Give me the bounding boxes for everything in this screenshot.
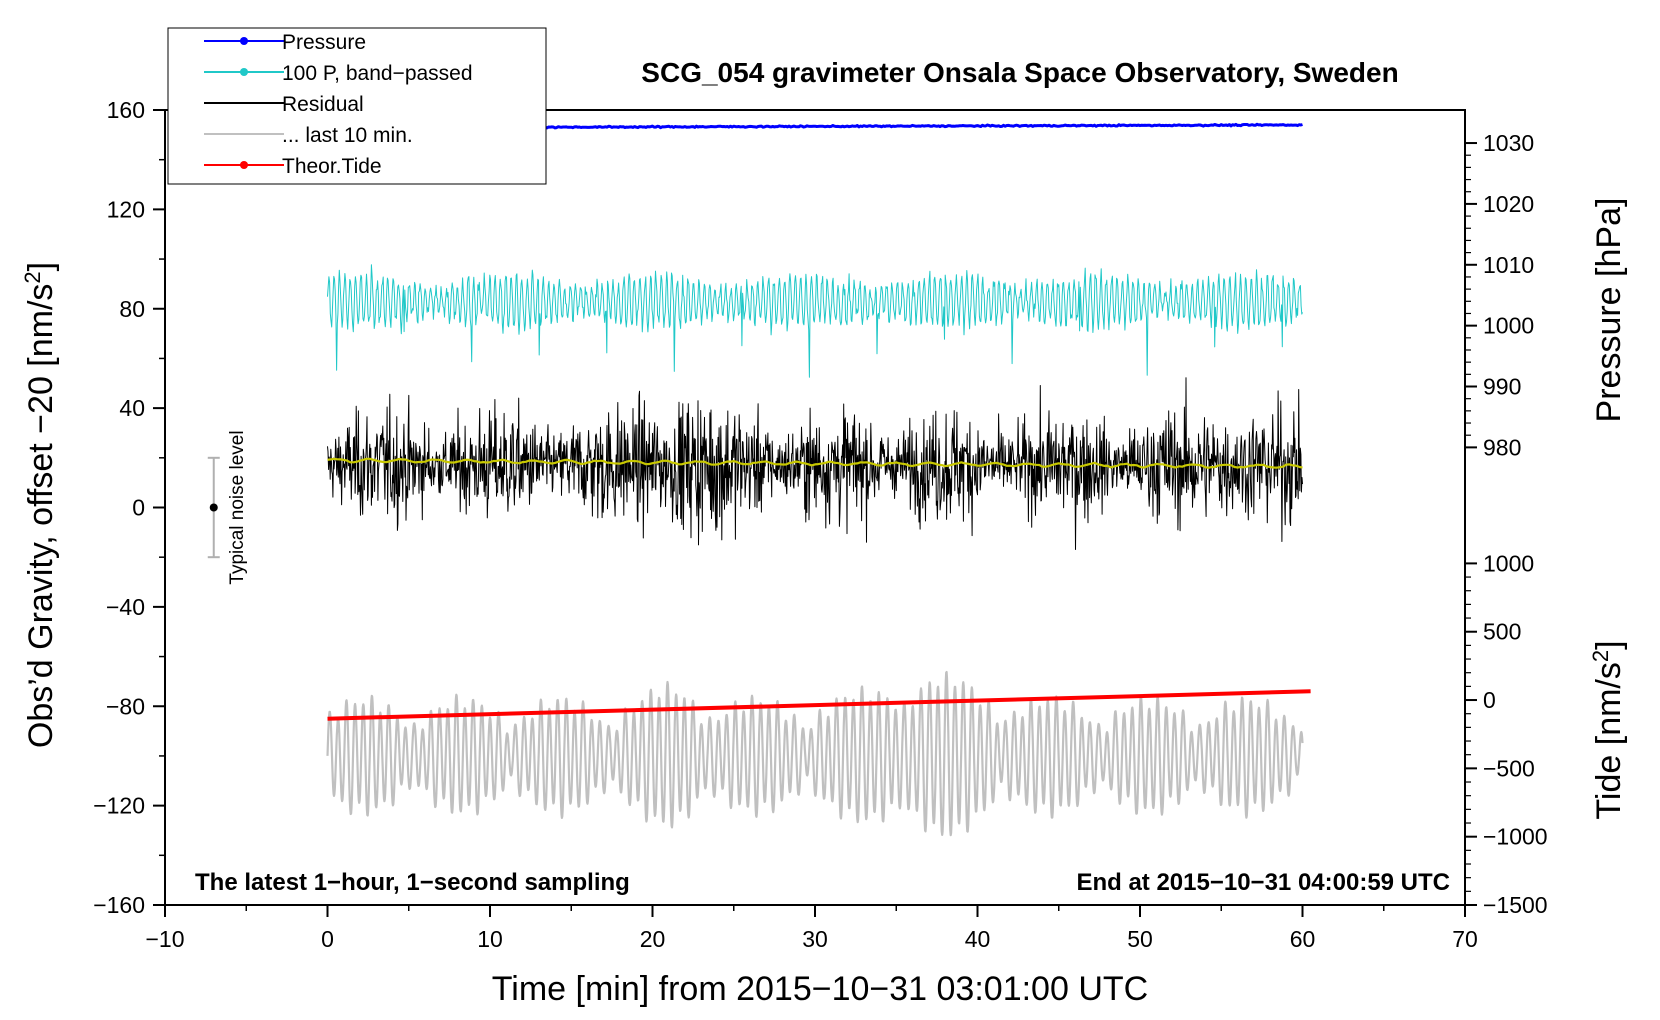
legend-label: 100 P, band−passed <box>282 62 473 85</box>
footer-end-time: End at 2015−10−31 04:00:59 UTC <box>1076 869 1450 896</box>
series-residual-smoothed-line <box>327 457 1303 469</box>
pressure-tick-label: 1000 <box>1483 313 1534 339</box>
legend: Pressure 100 P, band−passed Residual ... la… <box>167 27 547 185</box>
tide-tick-label: 500 <box>1483 619 1521 645</box>
y-left-tick-label: −120 <box>93 793 145 819</box>
y-left-title-sup: 2 <box>20 271 45 283</box>
tide-tick-label: −1500 <box>1483 892 1548 918</box>
legend-label: Theor.Tide <box>282 155 382 178</box>
y-left-tick-label: 40 <box>119 395 145 421</box>
pressure-axis-title: Pressure [hPa] <box>1590 198 1628 423</box>
pressure-tick-label: 980 <box>1483 434 1521 460</box>
series-last-10-min-line <box>326 670 1304 837</box>
series-band-passed-pressure-line <box>327 264 1303 378</box>
series-layer <box>326 122 1311 837</box>
chart-title: SCG_054 gravimeter Onsala Space Observat… <box>641 57 1398 88</box>
noise-level-label: Typical noise level <box>227 430 248 584</box>
series-residual-line <box>327 377 1303 550</box>
tide-axis-title: Tide [nm/s2] <box>1588 640 1628 819</box>
tide-tick-label: 0 <box>1483 687 1496 713</box>
x-tick-label: 60 <box>1290 926 1316 952</box>
pressure-tick-label: 1020 <box>1483 191 1534 217</box>
x-tick-label: 30 <box>802 926 828 952</box>
y-left-tick-label: −40 <box>106 594 145 620</box>
legend-label: Residual <box>282 93 364 116</box>
noise-center-dot <box>209 503 218 512</box>
y-left-title-main: Obs’d Gravity, offset −20 [nm/s <box>22 284 60 749</box>
x-tick-label: −10 <box>145 926 184 952</box>
legend-marker <box>240 161 248 169</box>
footer-sampling-note: The latest 1−hour, 1−second sampling <box>195 869 630 896</box>
tide-title-main: Tide [nm/s <box>1590 662 1628 819</box>
legend-marker <box>240 68 248 76</box>
legend-label: Pressure <box>282 31 366 54</box>
legend-label: ... last 10 min. <box>282 124 413 147</box>
legend-marker <box>240 37 248 45</box>
y-left-tick-label: 160 <box>107 97 145 123</box>
x-tick-label: 40 <box>965 926 991 952</box>
legend-box <box>167 27 547 185</box>
y-left-tick-label: 80 <box>119 296 145 322</box>
tide-tick-label: −1000 <box>1483 824 1548 850</box>
pressure-tick-label: 1010 <box>1483 252 1534 278</box>
x-tick-label: 10 <box>477 926 503 952</box>
x-tick-label: 20 <box>640 926 666 952</box>
tide-tick-label: −500 <box>1483 755 1535 781</box>
noise-indicator: Typical noise level <box>207 430 248 585</box>
x-axis-title: Time [min] from 2015−10−31 03:01:00 UTC <box>492 970 1148 1008</box>
x-tick-label: 50 <box>1127 926 1153 952</box>
y-left-tick-label: −160 <box>93 892 145 918</box>
pressure-tick-label: 990 <box>1483 374 1521 400</box>
axes-layer: −10 0 10 20 30 40 50 60 70−160−120−80−4004080120… <box>93 97 1547 952</box>
y-left-title-end: ] <box>22 262 60 271</box>
tide-title-sup: 2 <box>1588 650 1613 662</box>
y-left-tick-label: −80 <box>106 693 145 719</box>
tide-title-end: ] <box>1590 640 1628 649</box>
y-left-tick-label: 120 <box>107 196 145 222</box>
x-tick-label: 0 <box>321 926 334 952</box>
y-left-axis-title: Obs’d Gravity, offset −20 [nm/s2] <box>20 262 60 748</box>
tide-tick-label: 1000 <box>1483 550 1534 576</box>
pressure-tick-label: 1030 <box>1483 130 1534 156</box>
series-theor-tide-line <box>327 689 1311 721</box>
y-left-tick-label: 0 <box>132 495 145 521</box>
x-tick-label: 70 <box>1452 926 1478 952</box>
